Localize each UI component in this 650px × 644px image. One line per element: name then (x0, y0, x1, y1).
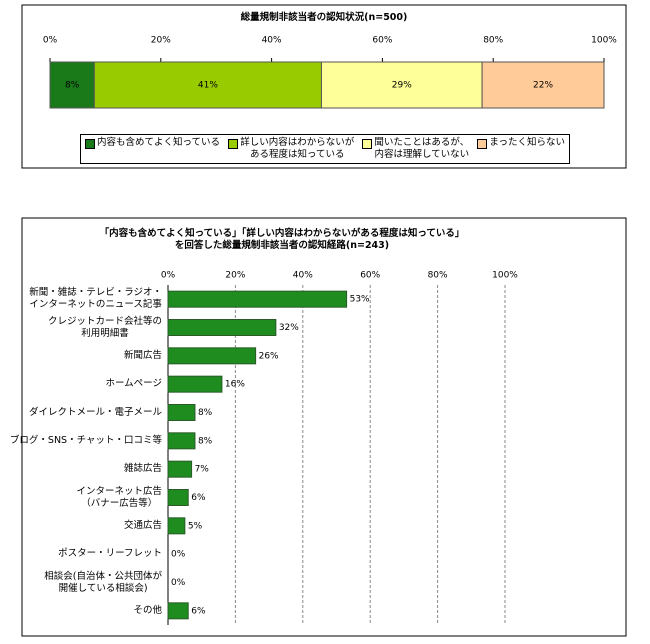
bar (167, 432, 196, 450)
bar (167, 602, 189, 620)
x-tick-label: 80% (428, 271, 448, 281)
x-tick-label: 20% (225, 271, 245, 281)
bar (167, 319, 277, 336)
y-tick-label: ダイレクトメール・電子メール (28, 406, 162, 418)
legend-label: 内容も含めてよく知っている (97, 137, 221, 148)
y-tick-label: ホームページ (105, 378, 162, 390)
value-label: 6% (191, 606, 206, 616)
x-tick-label: 60% (360, 271, 380, 281)
legend-item: 聞いたことはあるが、 内容は理解していない (362, 137, 469, 161)
legend-item: 内容も含めてよく知っている (85, 137, 220, 161)
legend-item: 詳しい内容はわからないが ある程度は知っている (228, 137, 354, 161)
x-tick-label: 40% (262, 36, 282, 46)
value-label: 53% (350, 295, 370, 305)
chart-frame (21, 217, 627, 637)
legend-label: まったく知らない (489, 137, 565, 148)
bar (167, 375, 223, 393)
legend-swatch (85, 139, 95, 149)
x-tick-label: 100% (492, 271, 518, 281)
chart-title: 「内容も含めてよく知っている」「詳しい内容はわからないがある程度は知っている」 … (99, 228, 465, 251)
x-tick-label: 60% (372, 36, 392, 46)
legend-swatch (362, 139, 373, 149)
y-tick-label: その他 (133, 604, 162, 616)
y-tick-label: 交通広告 (123, 519, 162, 531)
y-tick-label: 相談会(自治体・公共団体が 開催している相談会) (44, 570, 162, 594)
value-label: 41% (198, 81, 218, 91)
x-tick-label: 100% (591, 36, 617, 46)
x-tick-label: 0% (43, 36, 58, 46)
y-tick-label: インターネット広告 （バナー広告等） (76, 485, 162, 509)
legend-swatch (477, 139, 488, 149)
y-tick-label: ブログ・SNS・チャット・口コミ等 (9, 434, 162, 446)
y-tick-label: 雑誌広告 (123, 463, 162, 475)
y-tick-label: ポスター・リーフレット (58, 548, 162, 560)
bar (167, 460, 193, 478)
chart-title: 総量規制非該当者の認知状況(n=500) (240, 12, 408, 23)
bar-segment (49, 61, 95, 109)
legend-swatch (228, 139, 239, 149)
legend-label: 詳しい内容はわからないが ある程度は知っている (240, 137, 355, 160)
bar (167, 489, 189, 506)
x-tick-label: 40% (293, 271, 313, 281)
value-label: 8% (65, 81, 80, 91)
value-label: 6% (191, 493, 206, 503)
legend: 内容も含めてよく知っている 詳しい内容はわからないが ある程度は知っている 聞いたこ… (80, 134, 570, 164)
legend-label: 聞いたことはあるが、 内容は理解していない (374, 137, 470, 160)
bar (167, 347, 257, 365)
y-tick-label: 新聞・雑誌・テレビ・ラジオ・ インターネットのニュース記事 (29, 287, 162, 311)
x-tick-label: 0% (161, 271, 176, 281)
bar-segment (320, 61, 483, 109)
bar (167, 517, 186, 535)
value-label: 26% (259, 351, 279, 361)
x-tick-label: 80% (483, 36, 503, 46)
bar (167, 404, 196, 421)
value-label: 32% (279, 323, 299, 333)
value-label: 0% (171, 550, 186, 560)
value-label: 5% (188, 521, 203, 531)
value-label: 29% (392, 81, 412, 91)
value-label: 8% (198, 436, 213, 446)
chart-frame (21, 4, 627, 169)
x-tick-label: 20% (151, 36, 171, 46)
bar (167, 290, 348, 308)
value-label: 22% (533, 81, 553, 91)
value-label: 16% (225, 380, 245, 390)
value-label: 8% (198, 408, 213, 418)
bar-segment (93, 61, 322, 109)
y-tick-label: クレジットカード会社等の 利用明細書 (47, 315, 162, 339)
value-label: 0% (171, 578, 186, 588)
value-label: 7% (195, 465, 210, 475)
bar-segment (481, 61, 605, 109)
y-tick-label: 新聞広告 (123, 349, 162, 361)
legend-item: まったく知らない (477, 137, 565, 161)
